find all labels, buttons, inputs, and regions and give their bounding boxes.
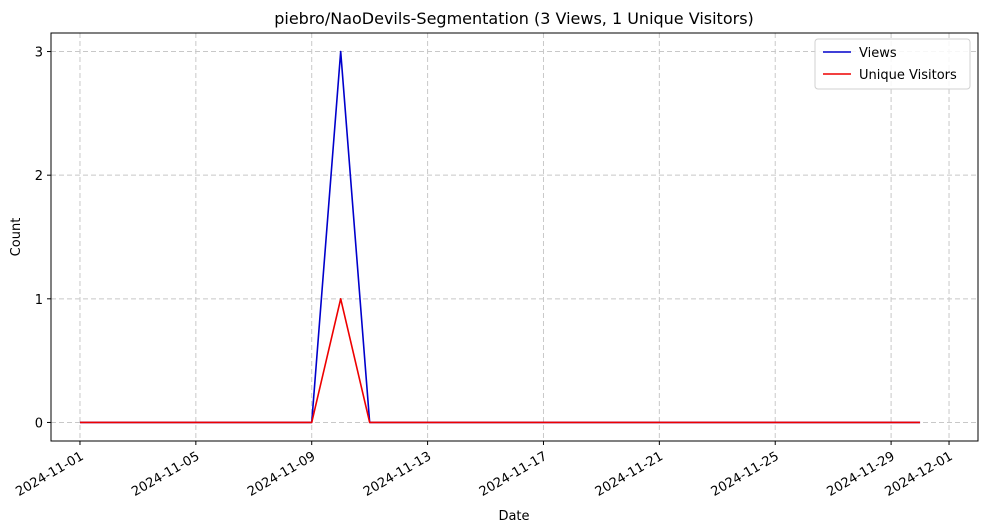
legend-box [814, 38, 971, 90]
series-line-unique-visitors [79, 298, 921, 424]
series-lines [79, 50, 921, 424]
y-tick-label: 0 [35, 416, 43, 431]
y-axis-label: Count [9, 218, 24, 257]
y-tick-label: 3 [35, 46, 43, 61]
x-tick-label: 2024-11-17 [477, 449, 550, 500]
series-line-views [79, 50, 921, 424]
x-tick-label: 2024-11-05 [129, 449, 202, 500]
legend-label: Views [859, 46, 897, 61]
grid-lines [51, 33, 978, 441]
x-axis-label: Date [498, 509, 529, 524]
y-tick-label: 2 [35, 169, 43, 184]
y-tick-label: 1 [35, 293, 43, 308]
chart-title: piebro/NaoDevils-Segmentation (3 Views, … [274, 9, 754, 28]
x-tick-label: 2024-11-09 [245, 449, 318, 500]
x-tick-label: 2024-11-25 [709, 449, 782, 500]
legend-label: Unique Visitors [859, 68, 957, 83]
y-axis-ticks: 0 1 2 3 [35, 46, 51, 431]
legend: Views Unique Visitors [814, 38, 971, 90]
x-tick-label: 2024-11-13 [361, 449, 434, 500]
x-tick-label: 2024-11-01 [13, 449, 86, 500]
x-axis-ticks: 2024-11-01 2024-11-05 2024-11-09 2024-11-13… [13, 441, 955, 500]
plot-area-frame [50, 32, 979, 442]
x-tick-label: 2024-11-21 [593, 449, 666, 500]
